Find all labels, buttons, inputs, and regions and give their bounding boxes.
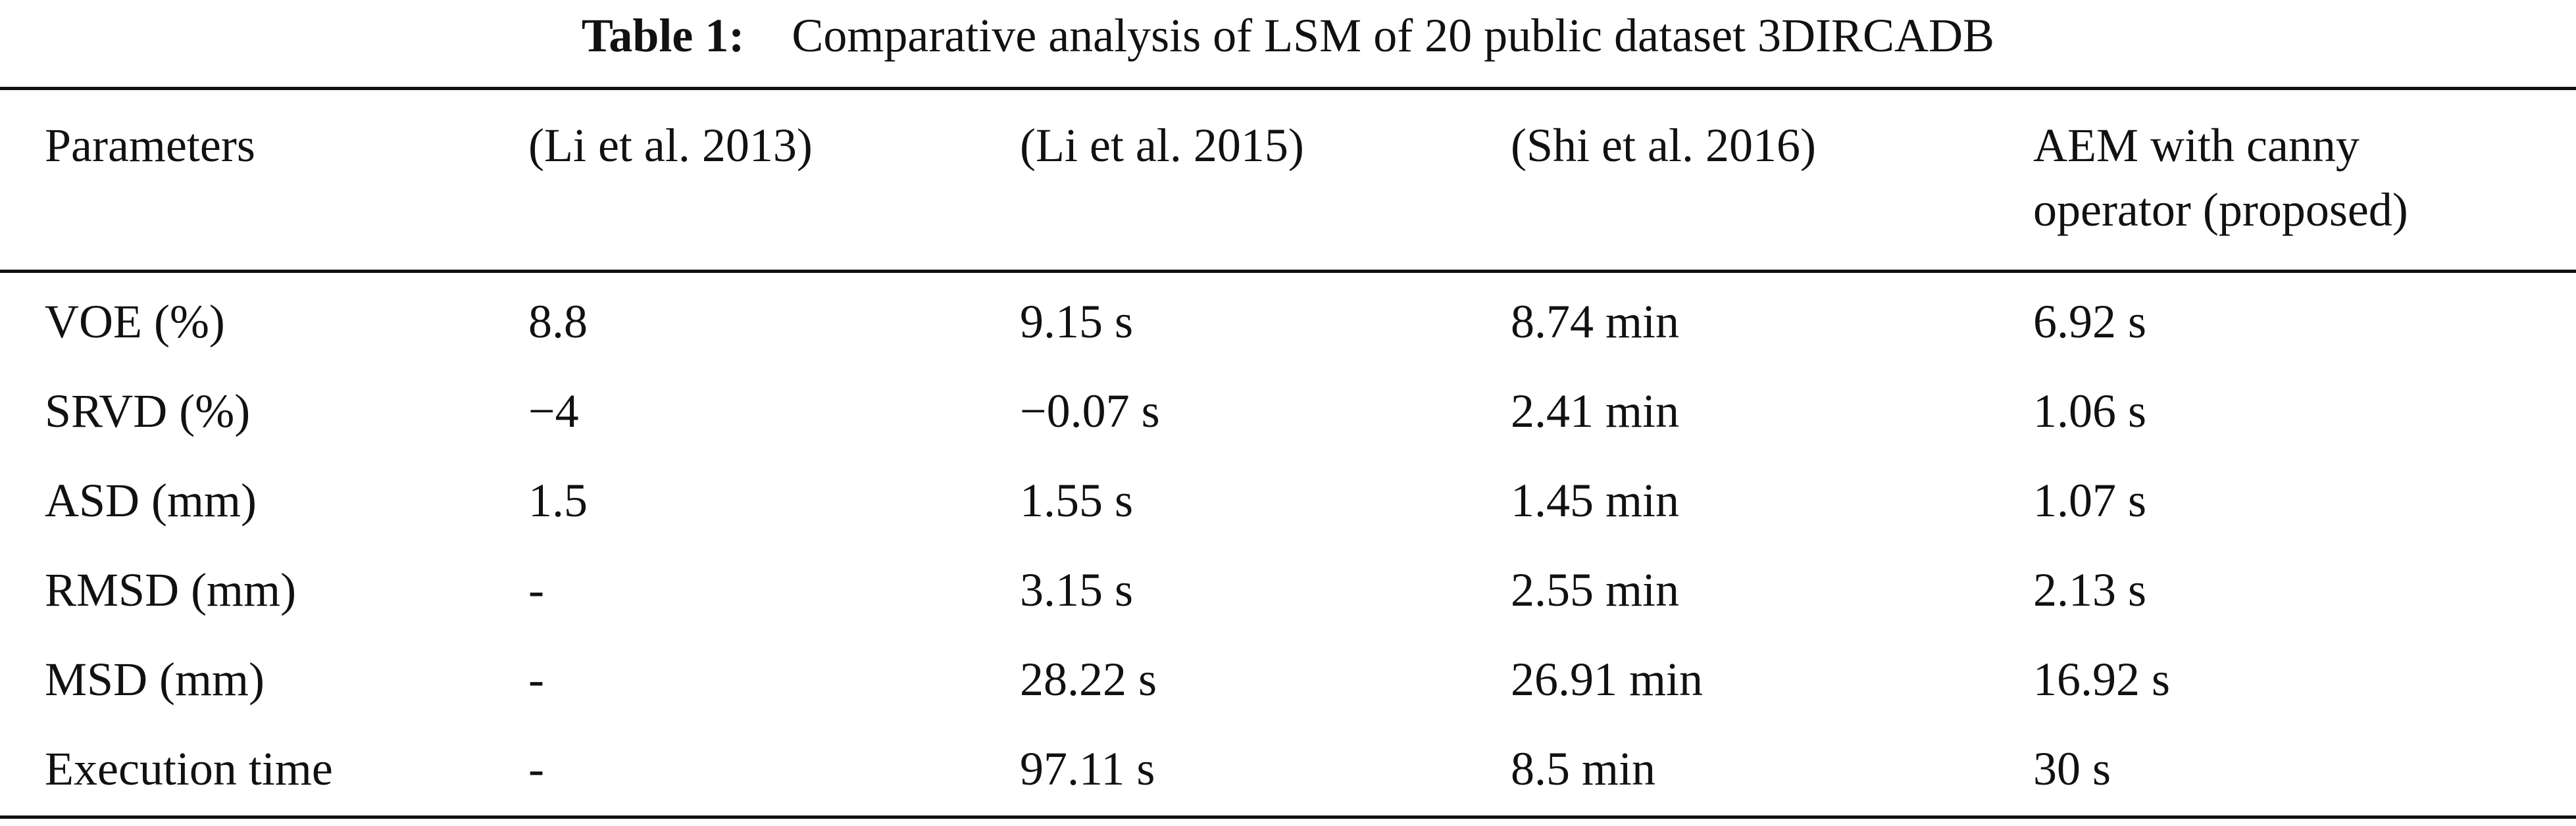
row-proposed-cell: 1.07 s: [2033, 474, 2147, 527]
row-parameter-cell: VOE (%): [45, 295, 225, 348]
header-parameters: Parameters: [45, 119, 255, 172]
table-header-rule: [0, 270, 2576, 273]
row-li-2015-cell: 3.15 s: [1020, 564, 1134, 616]
row-li-2015-cell: 9.15 s: [1020, 295, 1134, 348]
table-caption-label: Table 1:: [581, 9, 745, 62]
row-proposed-cell: 6.92 s: [2033, 295, 2147, 348]
row-shi-2016-cell: 26.91 min: [1511, 653, 1704, 706]
header-li-2015: (Li et al. 2015): [1020, 119, 1304, 172]
row-shi-2016-cell: 8.5 min: [1511, 742, 1656, 795]
row-li-2013-cell: -: [528, 653, 544, 706]
row-proposed-cell: 16.92 s: [2033, 653, 2171, 706]
row-li-2015-cell: 28.22 s: [1020, 653, 1157, 706]
table-row: ASD (mm) 1.5 1.55 s 1.45 min 1.07 s: [0, 468, 2576, 558]
row-li-2015-cell: 1.55 s: [1020, 474, 1134, 527]
row-li-2013-cell: -: [528, 564, 544, 616]
table-row: VOE (%) 8.8 9.15 s 8.74 min 6.92 s: [0, 289, 2576, 379]
row-li-2013-cell: 8.8: [528, 295, 588, 348]
row-proposed-cell: 2.13 s: [2033, 564, 2147, 616]
row-li-2013-cell: −4: [528, 385, 579, 437]
row-shi-2016-cell: 2.41 min: [1511, 385, 1680, 437]
row-proposed-cell: 30 s: [2033, 742, 2111, 795]
row-shi-2016-cell: 1.45 min: [1511, 474, 1680, 527]
table-row: MSD (mm) - 28.22 s 26.91 min 16.92 s: [0, 647, 2576, 737]
row-li-2013-cell: -: [528, 742, 544, 795]
header-li-2013: (Li et al. 2013): [528, 119, 813, 172]
table-caption-spacer: [756, 9, 780, 62]
table-row: RMSD (mm) - 3.15 s 2.55 min 2.13 s: [0, 558, 2576, 647]
row-proposed-cell: 1.06 s: [2033, 385, 2147, 437]
table-top-rule: [0, 87, 2576, 90]
header-shi-2016: (Shi et al. 2016): [1511, 119, 1816, 172]
table-bottom-rule: [0, 815, 2576, 819]
row-parameter-cell: SRVD (%): [45, 385, 251, 437]
row-parameter-cell: RMSD (mm): [45, 564, 297, 616]
header-proposed: AEM with canny operator (proposed): [2033, 113, 2408, 242]
row-li-2015-cell: −0.07 s: [1020, 385, 1160, 437]
row-shi-2016-cell: 2.55 min: [1511, 564, 1680, 616]
table-row: Execution time - 97.11 s 8.5 min 30 s: [0, 737, 2576, 826]
row-parameter-cell: MSD (mm): [45, 653, 265, 706]
table-row: SRVD (%) −4 −0.07 s 2.41 min 1.06 s: [0, 379, 2576, 468]
row-shi-2016-cell: 8.74 min: [1511, 295, 1680, 348]
header-proposed-line-2: operator (proposed): [2033, 183, 2408, 236]
table-caption-text: Comparative analysis of LSM of 20 public…: [792, 9, 1995, 62]
table-caption: Table 1: Comparative analysis of LSM of …: [0, 0, 2576, 71]
row-li-2015-cell: 97.11 s: [1020, 742, 1155, 795]
row-parameter-cell: ASD (mm): [45, 474, 257, 527]
row-parameter-cell: Execution time: [45, 742, 333, 795]
header-proposed-line-1: AEM with canny: [2033, 119, 2360, 172]
row-li-2013-cell: 1.5: [528, 474, 588, 527]
